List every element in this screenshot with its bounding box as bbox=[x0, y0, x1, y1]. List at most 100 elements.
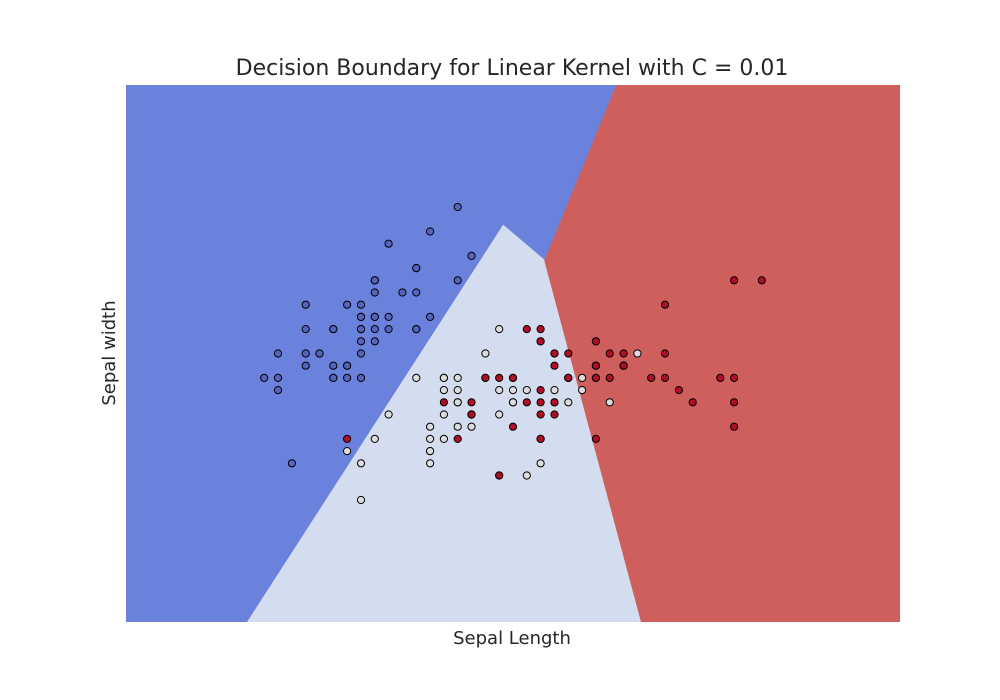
point-versicolor bbox=[578, 386, 587, 395]
point-virginica bbox=[730, 373, 739, 382]
point-versicolor bbox=[564, 398, 573, 407]
point-virginica bbox=[591, 337, 601, 346]
point-virginica bbox=[674, 386, 684, 395]
point-versicolor bbox=[578, 373, 587, 382]
point-versicolor bbox=[522, 471, 531, 480]
point-virginica bbox=[564, 349, 573, 358]
decision-regions bbox=[126, 85, 900, 622]
point-versicolor bbox=[550, 386, 559, 395]
point-virginica bbox=[591, 361, 601, 370]
point-versicolor bbox=[605, 398, 614, 407]
point-virginica bbox=[495, 471, 504, 480]
point-virginica bbox=[660, 349, 670, 358]
point-versicolor bbox=[384, 410, 393, 419]
point-versicolor bbox=[343, 447, 352, 456]
y-axis-label: Sepal width bbox=[99, 300, 120, 405]
point-versicolor bbox=[426, 434, 435, 443]
point-setosa bbox=[301, 361, 310, 370]
point-versicolor bbox=[453, 386, 462, 395]
point-versicolor bbox=[426, 422, 435, 431]
point-virginica bbox=[495, 373, 504, 382]
point-versicolor bbox=[439, 373, 448, 382]
point-virginica bbox=[564, 373, 573, 382]
point-setosa bbox=[370, 312, 379, 321]
point-virginica bbox=[619, 361, 628, 370]
point-setosa bbox=[356, 312, 366, 321]
point-versicolor bbox=[453, 373, 462, 382]
point-virginica bbox=[619, 349, 628, 358]
point-versicolor bbox=[495, 410, 504, 419]
point-setosa bbox=[315, 349, 324, 358]
point-virginica bbox=[660, 373, 670, 382]
point-setosa bbox=[356, 325, 366, 334]
point-virginica bbox=[605, 373, 614, 382]
point-virginica bbox=[536, 434, 545, 443]
point-virginica bbox=[660, 300, 670, 309]
point-virginica bbox=[508, 422, 518, 431]
data-points bbox=[260, 202, 766, 505]
point-setosa bbox=[273, 386, 283, 395]
point-setosa bbox=[453, 276, 462, 285]
point-virginica bbox=[536, 337, 545, 346]
point-versicolor bbox=[453, 398, 462, 407]
point-setosa bbox=[301, 300, 310, 309]
point-setosa bbox=[356, 337, 366, 346]
point-versicolor bbox=[481, 349, 490, 358]
point-setosa bbox=[273, 349, 283, 358]
point-virginica bbox=[536, 410, 545, 419]
point-virginica bbox=[508, 373, 518, 382]
point-setosa bbox=[467, 251, 476, 260]
point-virginica bbox=[439, 398, 448, 407]
point-virginica bbox=[536, 386, 545, 395]
point-virginica bbox=[688, 398, 697, 407]
point-setosa bbox=[356, 300, 366, 309]
point-setosa bbox=[370, 337, 379, 346]
point-setosa bbox=[273, 373, 283, 382]
point-versicolor bbox=[495, 386, 504, 395]
point-versicolor bbox=[356, 495, 366, 505]
point-setosa bbox=[287, 459, 296, 468]
point-versicolor bbox=[633, 349, 642, 358]
point-virginica bbox=[467, 398, 476, 407]
point-setosa bbox=[398, 288, 407, 297]
point-setosa bbox=[370, 276, 379, 285]
point-versicolor bbox=[412, 373, 421, 382]
point-virginica bbox=[647, 373, 656, 382]
point-setosa bbox=[343, 300, 352, 309]
point-virginica bbox=[716, 373, 725, 382]
point-versicolor bbox=[356, 459, 366, 468]
point-setosa bbox=[412, 288, 421, 297]
point-setosa bbox=[384, 325, 393, 334]
point-virginica bbox=[522, 325, 531, 334]
point-versicolor bbox=[370, 434, 379, 443]
point-setosa bbox=[301, 325, 310, 334]
point-virginica bbox=[453, 434, 462, 443]
point-versicolor bbox=[536, 459, 545, 468]
point-virginica bbox=[550, 398, 559, 407]
point-virginica bbox=[536, 398, 545, 407]
point-virginica bbox=[481, 373, 490, 382]
point-versicolor bbox=[439, 434, 448, 443]
region-virginica bbox=[544, 85, 900, 622]
point-setosa bbox=[301, 349, 310, 358]
point-versicolor bbox=[426, 447, 435, 456]
x-axis-label: Sepal Length bbox=[453, 628, 571, 649]
point-setosa bbox=[356, 349, 366, 358]
point-virginica bbox=[757, 276, 766, 285]
point-versicolor bbox=[439, 410, 448, 419]
point-setosa bbox=[426, 227, 435, 236]
point-virginica bbox=[343, 434, 352, 443]
point-versicolor bbox=[467, 422, 476, 431]
chart-title: Decision Boundary for Linear Kernel with… bbox=[236, 56, 789, 81]
point-setosa bbox=[370, 325, 379, 334]
point-versicolor bbox=[495, 325, 504, 334]
point-setosa bbox=[384, 312, 393, 321]
point-setosa bbox=[412, 325, 421, 334]
point-versicolor bbox=[508, 398, 518, 407]
point-virginica bbox=[730, 422, 739, 431]
point-virginica bbox=[550, 410, 559, 419]
point-virginica bbox=[536, 325, 545, 334]
point-setosa bbox=[356, 373, 366, 382]
point-virginica bbox=[730, 276, 739, 285]
